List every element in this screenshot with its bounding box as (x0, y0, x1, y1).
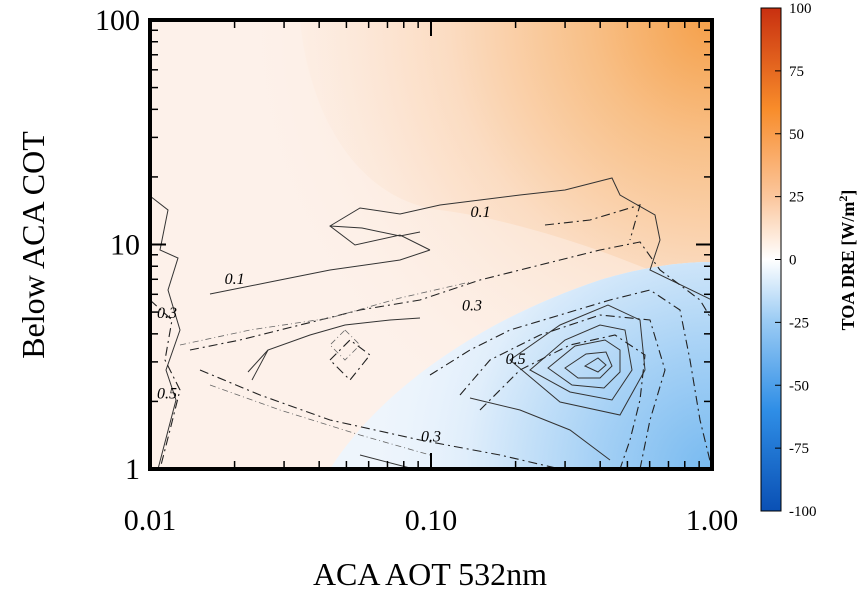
contour-label: 0.1 (225, 271, 245, 288)
y-axis-title: Below ACA COT (15, 131, 51, 359)
y-tick-label: 100 (95, 4, 140, 37)
contour-lines-dashdot (150, 204, 712, 469)
x-axis-ticks: 0.01 0.10 1.00 (124, 20, 739, 537)
colorbar-tick-label: 0 (789, 253, 797, 269)
colorbar-title-sup: 2 (836, 196, 850, 202)
colorbar: 100 75 50 25 0 -25 -50 -75 -100 TOA DRE [W/m2] (760, 1, 858, 520)
colorbar-tick-label: 75 (789, 64, 804, 80)
colorbar-tick-label: -25 (789, 315, 809, 331)
contour-field: 0.1 0.1 0.3 0.3 0.5 0.5 0.3 (150, 20, 712, 469)
colorbar-title-end: ] (838, 190, 858, 196)
y-axis-ticks: 1 10 100 (95, 4, 712, 486)
colorbar-tick-label: 100 (789, 1, 812, 17)
contour-label: 0.3 (462, 297, 482, 314)
colorbar-tick-label: 50 (789, 127, 804, 143)
x-tick-label: 0.10 (405, 504, 458, 537)
contour-label: 0.5 (506, 351, 526, 368)
contour-label: 0.3 (421, 429, 441, 446)
contour-lines-thin (179, 281, 471, 456)
contour-labels: 0.1 0.1 0.3 0.3 0.5 0.5 0.3 (157, 204, 526, 446)
x-tick-label: 0.01 (124, 504, 177, 537)
contour-label: 0.3 (157, 305, 177, 322)
y-tick-label: 10 (110, 229, 140, 262)
colorbar-tick-label: -50 (789, 378, 809, 394)
contour-label: 0.5 (157, 386, 177, 403)
contour-lines (150, 177, 712, 469)
contour-label: 0.1 (470, 204, 490, 221)
colorbar-title-main: TOA DRE [W/m (838, 202, 858, 331)
colorbar-tick-label: -75 (789, 441, 809, 457)
x-axis-title: ACA AOT 532nm (313, 556, 547, 592)
y-tick-label: 1 (125, 453, 140, 486)
x-tick-label: 1.00 (686, 504, 739, 537)
colorbar-ticks: 100 75 50 25 0 -25 -50 -75 -100 (775, 1, 817, 520)
colorbar-title: TOA DRE [W/m2] (836, 190, 858, 331)
colorbar-tick-label: -100 (789, 504, 817, 520)
colorbar-tick-label: 25 (789, 190, 804, 206)
